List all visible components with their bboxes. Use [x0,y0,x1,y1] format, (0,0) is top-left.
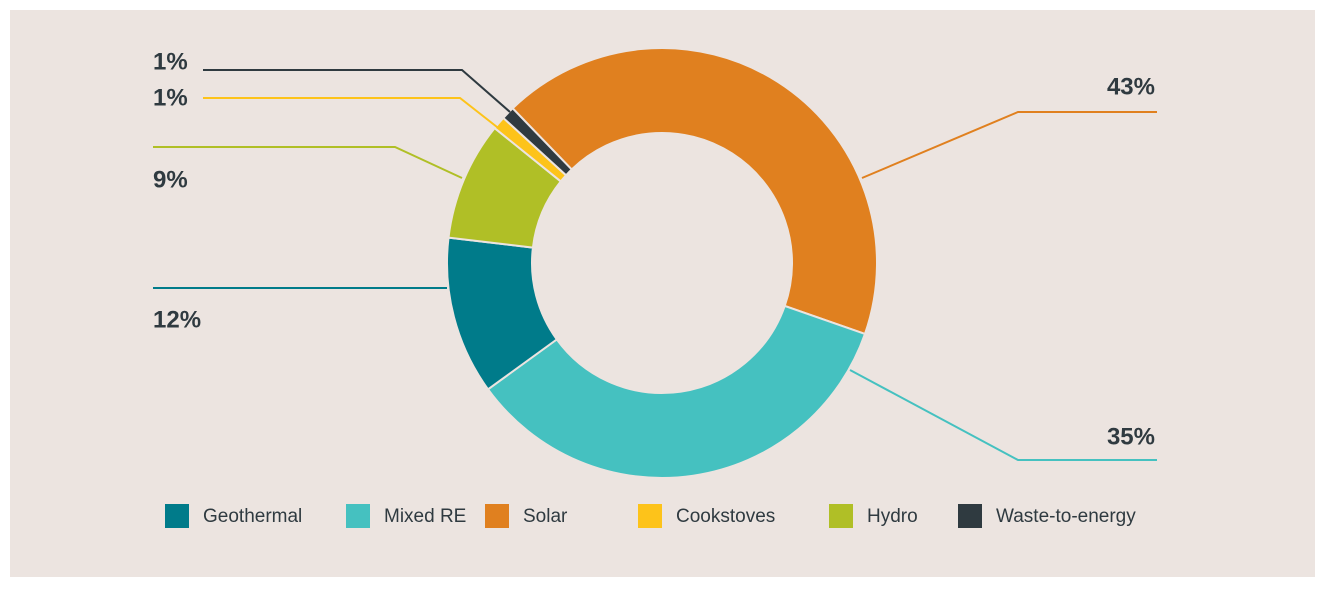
value-label: 9% [153,166,188,193]
leader-line [153,146,463,179]
value-label: 1% [153,84,188,111]
leader-line [203,97,498,128]
legend-label: Geothermal [203,506,302,527]
legend-swatch [165,504,189,528]
legend-swatch [829,504,853,528]
value-label: 35% [1107,423,1155,450]
value-label: 43% [1107,73,1155,100]
legend-label: Mixed RE [384,506,466,527]
value-label: 12% [153,306,201,333]
legend-swatch [346,504,370,528]
legend-label: Cookstoves [676,506,775,527]
leader-line [861,111,1157,179]
donut-slice [501,106,574,177]
leader-line [203,69,511,113]
legend-swatch [638,504,662,528]
value-label: 1% [153,48,188,75]
leader-line [849,369,1157,461]
legend-label: Waste-to-energy [996,506,1136,527]
legend-label: Solar [523,506,568,527]
donut-slice [486,304,867,479]
donut-slice [511,47,879,336]
legend-label: Hydro [867,506,918,527]
legend-swatch [958,504,982,528]
legend-swatch [485,504,509,528]
